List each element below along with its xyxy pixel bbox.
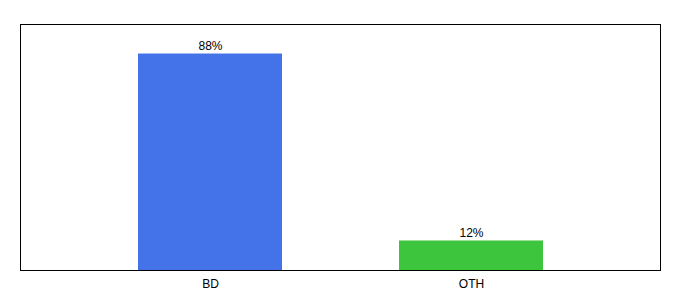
svg-text:12%: 12%: [459, 226, 483, 240]
svg-text:88%: 88%: [198, 39, 222, 53]
svg-text:OTH: OTH: [459, 277, 484, 291]
svg-text:BD: BD: [202, 277, 219, 291]
